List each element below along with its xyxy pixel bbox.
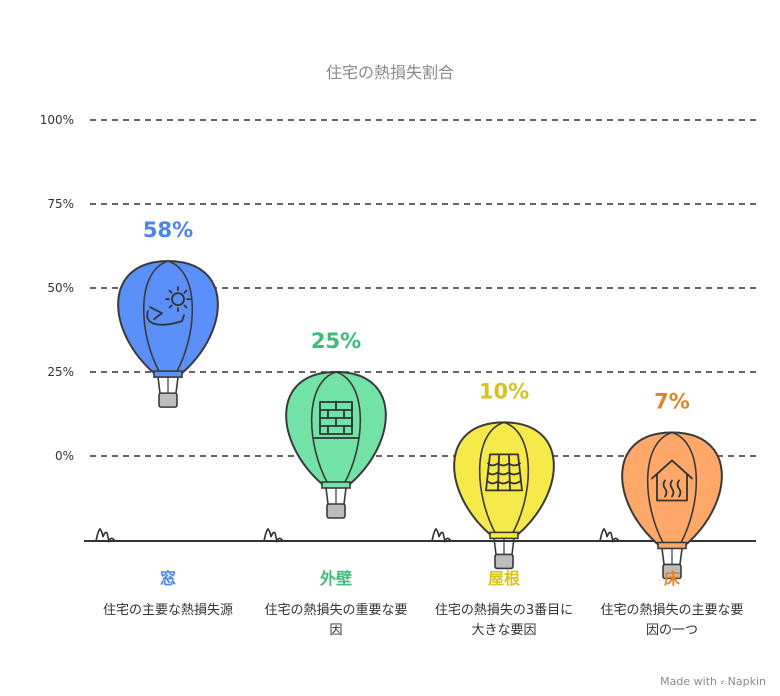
balloon-2 <box>453 421 555 570</box>
value-label: 25% <box>311 329 361 353</box>
grass-tuft <box>599 527 621 544</box>
basket <box>326 503 346 519</box>
basket <box>158 392 178 408</box>
ground-line <box>84 527 756 544</box>
balloon-3 <box>621 431 723 580</box>
basket <box>662 563 682 580</box>
balloon-1 <box>285 370 387 519</box>
y-tick-label: 50% <box>47 281 74 295</box>
category-description: 住宅の主要な熱損失源 <box>102 603 233 618</box>
footer-credit: Made with ⸗ Napkin <box>660 675 766 688</box>
grid: 0% 25% 50% 75% 100% <box>40 113 758 463</box>
chart-title: 住宅の熱損失割合 <box>326 63 454 82</box>
balloons <box>117 260 723 580</box>
sun-icon <box>146 286 191 326</box>
value-labels: 58% 25% 10% 7% <box>143 218 690 413</box>
value-label: 10% <box>479 379 529 403</box>
category-description: 住宅の熱損失の主要な要因の一つ <box>600 603 744 638</box>
category-description: 住宅の熱損失の重要な要因 <box>264 603 408 638</box>
grass-tuft <box>431 527 453 544</box>
y-tick-label: 0% <box>55 449 74 463</box>
category-label: 窓 <box>160 569 176 588</box>
y-tick-label: 75% <box>47 197 74 211</box>
value-label: 7% <box>654 389 690 413</box>
category-labels: 窓 外壁 屋根 床 <box>160 569 681 588</box>
category-label: 床 <box>664 569 681 588</box>
house-heat-icon <box>651 459 693 502</box>
value-label: 58% <box>143 218 193 242</box>
y-tick-label: 100% <box>40 113 74 127</box>
grass-tuft <box>95 527 117 544</box>
brick-wall-icon <box>313 401 359 439</box>
roof-tiles-icon <box>485 453 523 492</box>
category-label: 屋根 <box>488 569 520 588</box>
grass-tuft <box>263 527 285 544</box>
category-description: 住宅の熱損失の3番目に大きな要因 <box>434 603 574 638</box>
basket <box>494 553 514 570</box>
category-label: 外壁 <box>319 569 352 588</box>
y-tick-label: 25% <box>47 365 74 379</box>
balloon-0 <box>117 260 219 408</box>
